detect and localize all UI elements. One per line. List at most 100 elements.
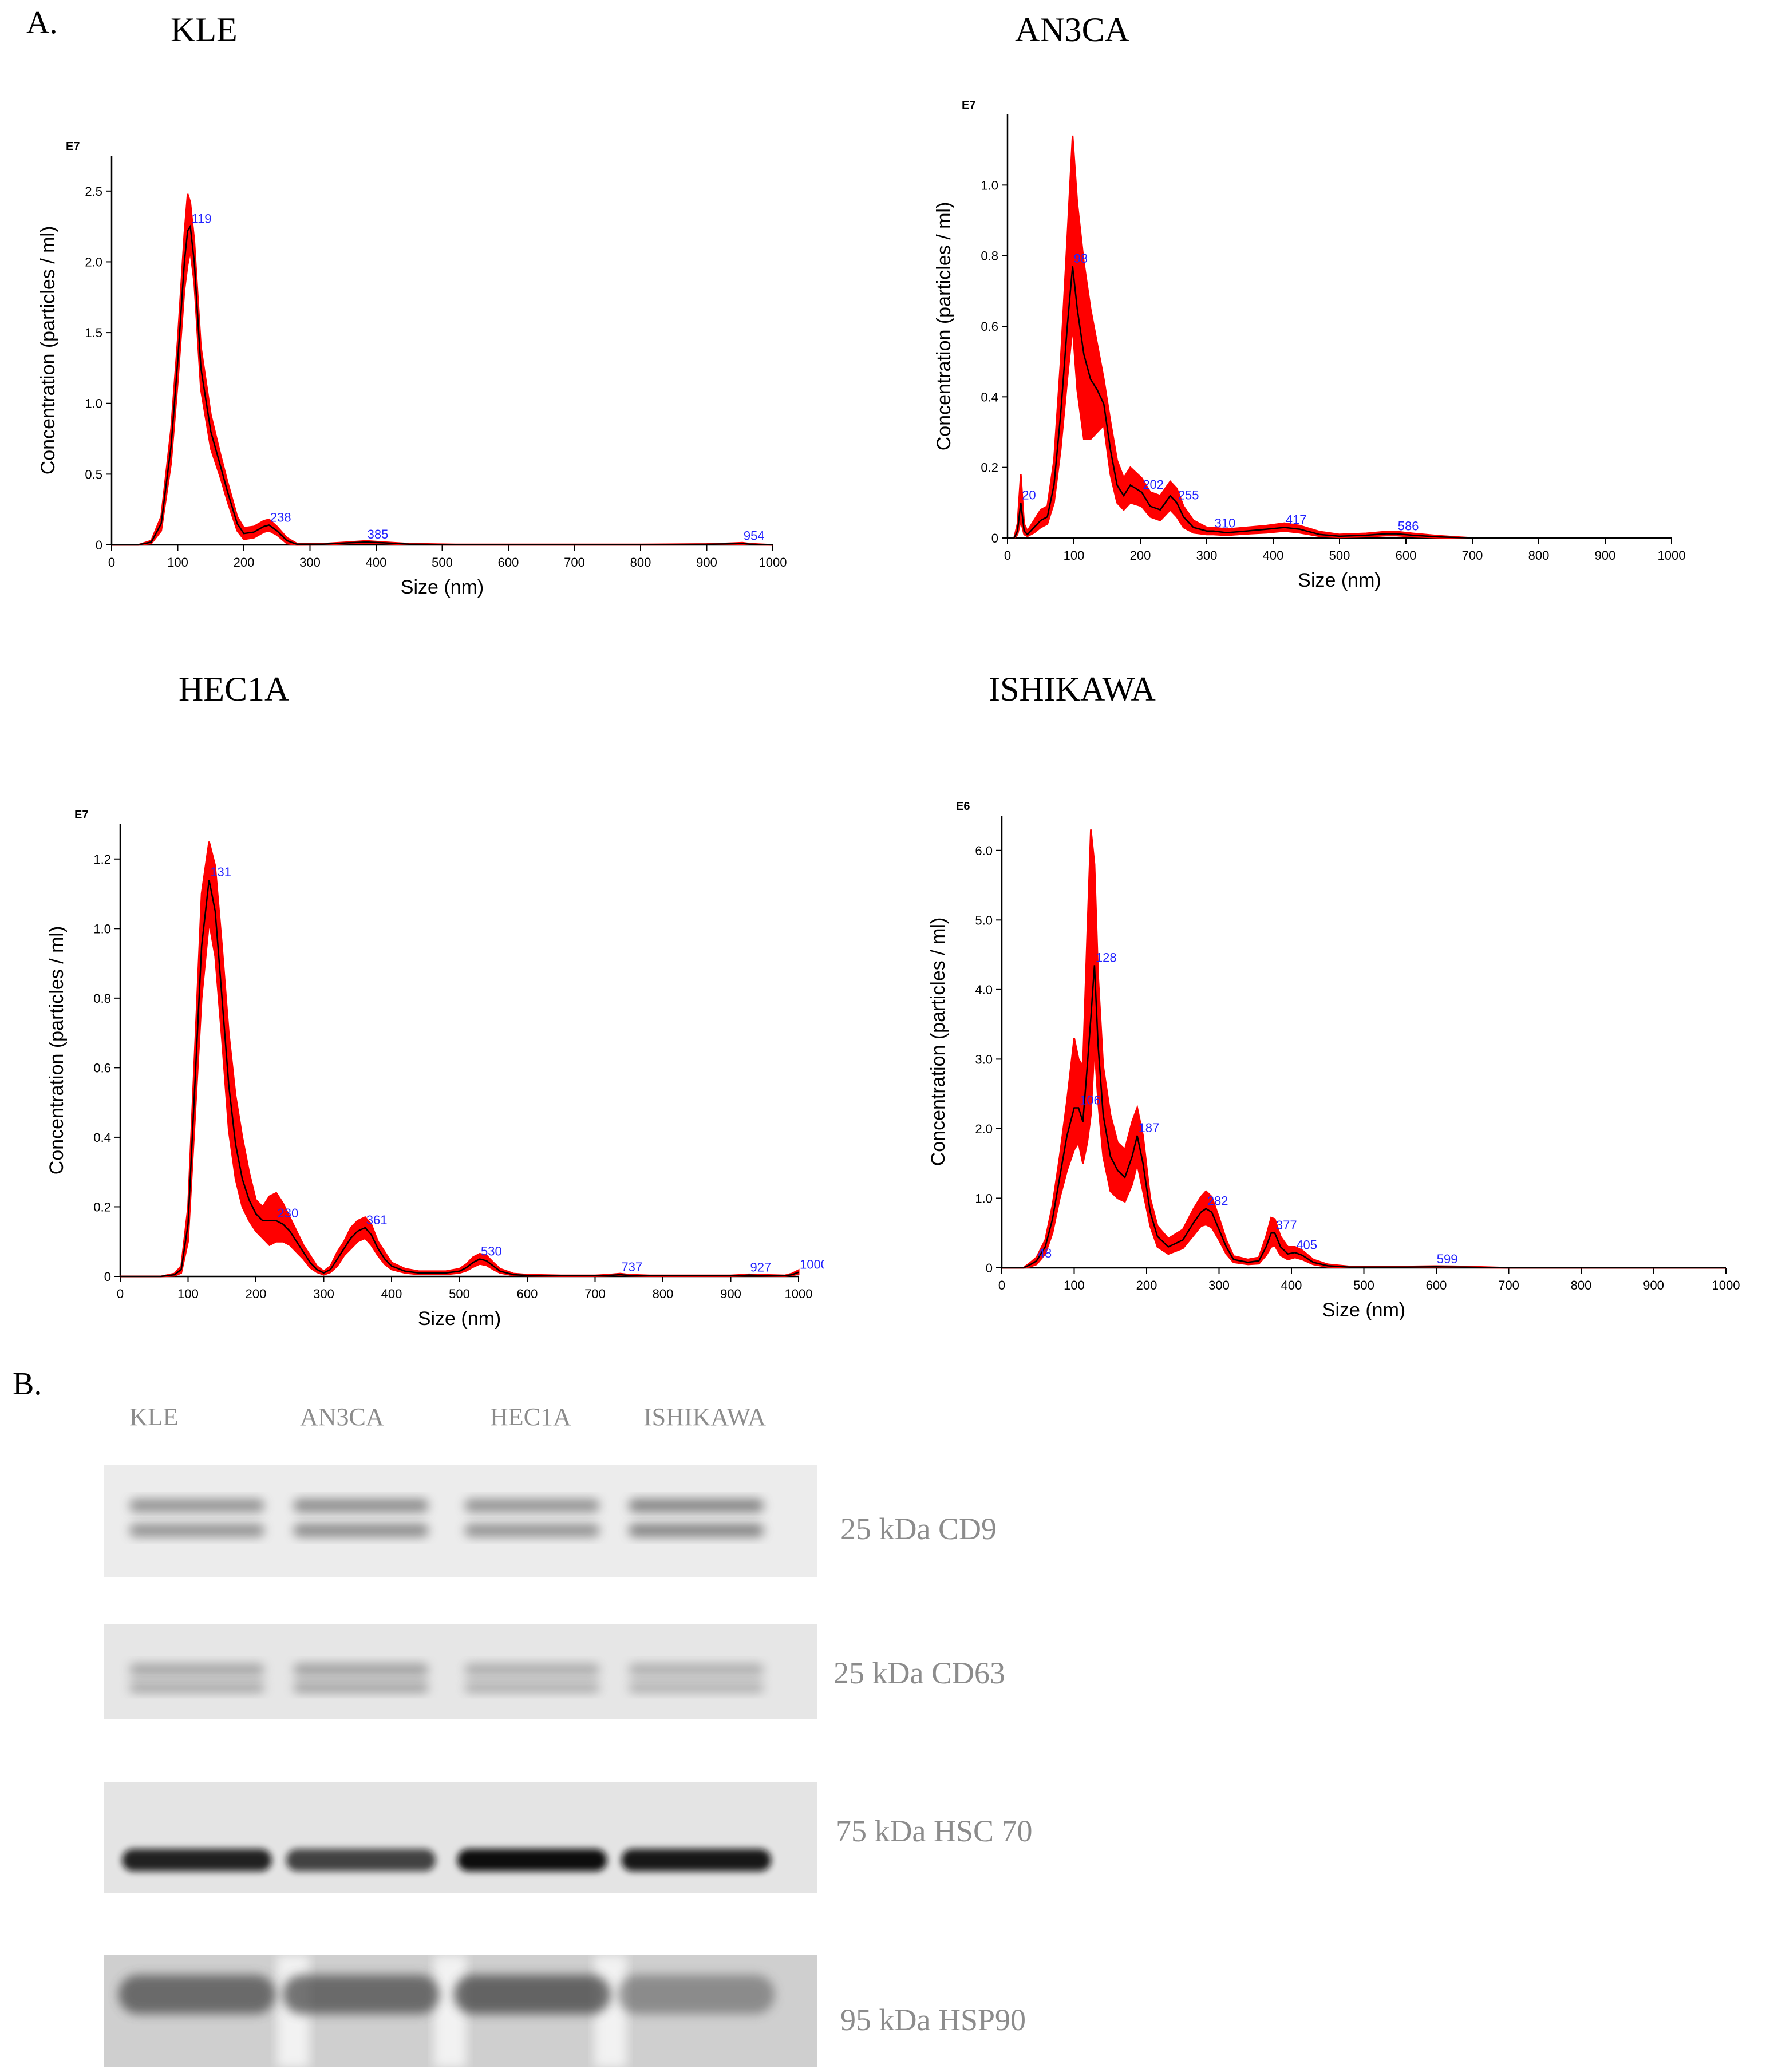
blot-label-hsc70: 75 kDa HSC 70	[836, 1814, 1033, 1848]
nta-chart-ishikawa: E6 0 1.0 2.0 3.0 4.0 5.0 6.0 0 100 200 300 400 500 600…	[927, 800, 1740, 1321]
y-tick-label: 2.0	[975, 1122, 993, 1136]
x-tick-label: 0	[998, 1278, 1005, 1292]
peak-label: 238	[270, 510, 291, 524]
x-axis-label: Size (nm)	[418, 1308, 501, 1330]
x-tick-label: 100	[167, 555, 188, 570]
y-tick-label: 0.8	[93, 991, 111, 1006]
peak-label: 310	[1215, 516, 1236, 531]
x-tick-label: 700	[564, 555, 585, 570]
y-tick-label: 3.0	[975, 1052, 993, 1066]
y-tick-label: 1.0	[85, 397, 102, 411]
peak-label: 128	[1096, 950, 1117, 964]
lane-label-hec1a: HEC1A	[490, 1403, 571, 1431]
blot-membrane	[104, 1782, 817, 1893]
blot-band	[129, 1498, 265, 1513]
x-tick-label: 100	[177, 1287, 199, 1301]
blot-band	[628, 1681, 764, 1693]
mean-size-line	[112, 224, 773, 546]
peak-label: 530	[481, 1244, 502, 1259]
blot-band	[457, 1849, 607, 1872]
blot-band	[628, 1663, 764, 1677]
y-tick-label: 2.0	[85, 255, 102, 269]
chart-title-ishikawa: ISHIKAWA	[989, 670, 1156, 708]
x-tick-label: 800	[1571, 1278, 1592, 1292]
peak-label: 737	[621, 1260, 642, 1274]
x-axis-label: Size (nm)	[401, 576, 484, 598]
blot-band	[628, 1523, 764, 1537]
peak-label: 385	[368, 527, 389, 541]
blot-band	[293, 1523, 429, 1537]
blot-band	[129, 1523, 265, 1537]
peak-label: 405	[1296, 1237, 1317, 1252]
panel-a-label: A.	[26, 5, 58, 41]
y-tick-label: 0.5	[85, 467, 102, 481]
blot-band	[129, 1681, 265, 1693]
x-tick-label: 600	[498, 555, 519, 570]
x-tick-label: 700	[1462, 548, 1483, 563]
y-tick-label: 0.2	[93, 1200, 111, 1214]
y-tick-label: 0.6	[981, 319, 998, 334]
peak-label: 361	[366, 1213, 388, 1227]
x-tick-label: 100	[1064, 1278, 1085, 1292]
y-tick-label: 5.0	[975, 913, 993, 927]
x-tick-label: 600	[517, 1287, 538, 1301]
peak-label: 119	[191, 212, 211, 226]
error-band	[1008, 135, 1672, 539]
peak-label: 202	[1143, 477, 1164, 492]
blot-band	[453, 1975, 611, 2014]
x-tick-label: 0	[108, 555, 115, 570]
blot-hsc70	[104, 1782, 817, 1893]
y-tick-label: 2.5	[85, 184, 102, 199]
y-tick-label: 0	[104, 1270, 111, 1284]
axis-multiplier: E7	[66, 140, 80, 153]
y-tick-label: 1.5	[85, 326, 102, 340]
blot-cd9	[104, 1465, 817, 1577]
y-tick-label: 1.0	[93, 922, 111, 936]
blot-band	[618, 1975, 775, 2014]
y-tick-label: 6.0	[975, 844, 993, 858]
x-axis-label: Size (nm)	[1322, 1299, 1405, 1321]
lane-label-an3ca: AN3CA	[300, 1403, 384, 1431]
x-axis-label: Size (nm)	[1298, 570, 1381, 591]
y-axis-label: Concentration (particles / ml)	[933, 202, 955, 451]
y-tick-label: 0.4	[93, 1130, 111, 1145]
blot-band	[293, 1681, 429, 1693]
chart-title-hec1a: HEC1A	[179, 670, 290, 708]
nta-chart-kle: E7 0 0.5 1.0 1.5 2.0 2.5 0 100 200 300 400 500 600 700…	[37, 140, 787, 598]
peak-label: 106	[1080, 1093, 1101, 1107]
blot-band	[118, 1975, 276, 2014]
x-tick-label: 600	[1426, 1278, 1447, 1292]
blot-band	[293, 1498, 429, 1513]
blot-band	[129, 1663, 265, 1677]
nta-chart-an3ca: E7 0 0.2 0.4 0.6 0.8 1.0 0 100 200 300 400 500 600 700…	[933, 99, 1686, 591]
x-tick-label: 500	[432, 555, 453, 570]
x-tick-label: 400	[1281, 1278, 1302, 1292]
peak-label: 1000	[800, 1258, 824, 1272]
blot-band	[464, 1498, 600, 1513]
blot-label-hsp90: 95 kDa HSP90	[840, 2003, 1026, 2037]
x-tick-label: 500	[1329, 548, 1350, 563]
y-axis-label: Concentration (particles / ml)	[46, 926, 68, 1175]
peak-label: 187	[1139, 1121, 1160, 1135]
peak-label: 255	[1178, 488, 1199, 502]
peak-label: 282	[1207, 1194, 1228, 1208]
blot-band	[464, 1681, 600, 1693]
x-tick-label: 300	[299, 555, 321, 570]
blot-membrane	[104, 1465, 817, 1577]
peak-label: 230	[278, 1206, 299, 1220]
blot-band	[464, 1523, 600, 1537]
chart-title-an3ca: AN3CA	[1015, 11, 1130, 49]
x-tick-label: 500	[449, 1287, 470, 1301]
lane-label-ishikawa: ISHIKAWA	[643, 1403, 767, 1431]
error-band	[112, 193, 773, 546]
blot-band	[293, 1663, 429, 1677]
x-tick-label: 1000	[1658, 548, 1686, 563]
y-tick-label: 0.2	[981, 461, 998, 475]
x-tick-label: 900	[1595, 548, 1616, 563]
axis-multiplier: E6	[956, 800, 970, 813]
blot-cd63	[104, 1624, 817, 1719]
y-tick-label: 1.0	[981, 178, 998, 192]
blot-band	[464, 1663, 600, 1677]
peak-label: 586	[1398, 519, 1419, 533]
y-axis-label: Concentration (particles / ml)	[927, 918, 949, 1167]
